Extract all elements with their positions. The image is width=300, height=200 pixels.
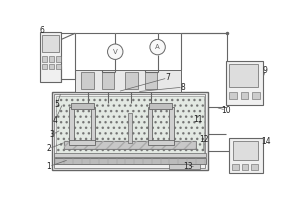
Text: 9: 9 xyxy=(263,66,268,75)
Text: 4: 4 xyxy=(53,116,58,125)
Bar xyxy=(102,72,115,89)
Circle shape xyxy=(150,39,165,55)
Bar xyxy=(54,153,206,157)
Circle shape xyxy=(108,44,123,59)
Bar xyxy=(169,107,174,142)
Bar xyxy=(75,70,181,92)
Text: 7: 7 xyxy=(165,73,170,82)
Bar xyxy=(56,64,62,69)
Text: 3: 3 xyxy=(50,130,55,139)
Bar xyxy=(149,103,172,109)
Bar xyxy=(242,164,248,170)
Text: 5: 5 xyxy=(54,100,59,109)
Bar xyxy=(40,32,62,82)
Bar xyxy=(229,138,263,173)
Text: 12: 12 xyxy=(199,135,208,144)
Text: 1: 1 xyxy=(47,162,51,171)
Text: 11: 11 xyxy=(194,115,203,124)
Bar xyxy=(91,107,95,142)
Bar xyxy=(226,61,263,105)
Text: 8: 8 xyxy=(181,83,185,92)
Bar xyxy=(54,94,205,168)
Bar xyxy=(148,107,152,142)
Text: A: A xyxy=(155,44,160,50)
Text: V: V xyxy=(113,49,118,55)
Bar xyxy=(42,64,47,69)
Bar xyxy=(69,107,74,142)
Bar xyxy=(64,141,196,149)
Bar xyxy=(52,92,208,170)
Bar xyxy=(229,64,259,87)
Bar xyxy=(49,56,54,62)
Bar xyxy=(148,140,174,145)
Bar xyxy=(56,56,62,62)
Bar xyxy=(145,72,157,89)
Bar xyxy=(229,92,237,99)
Text: 14: 14 xyxy=(261,137,271,146)
Bar xyxy=(252,92,260,99)
Bar xyxy=(70,103,94,109)
Bar xyxy=(69,140,95,145)
Bar xyxy=(54,158,206,164)
Bar xyxy=(233,141,259,160)
Bar xyxy=(125,72,138,89)
Bar xyxy=(241,92,248,99)
Bar xyxy=(42,56,47,62)
Bar xyxy=(64,141,196,149)
Text: 2: 2 xyxy=(47,144,51,153)
Bar xyxy=(169,164,200,169)
Text: 13: 13 xyxy=(184,162,193,171)
Bar xyxy=(251,164,258,170)
Bar xyxy=(232,164,239,170)
Text: 10: 10 xyxy=(221,106,231,115)
Text: 6: 6 xyxy=(40,26,44,35)
Bar xyxy=(42,35,59,52)
Bar xyxy=(56,96,204,159)
Bar xyxy=(81,72,94,89)
Bar xyxy=(128,113,132,143)
Bar xyxy=(49,64,54,69)
